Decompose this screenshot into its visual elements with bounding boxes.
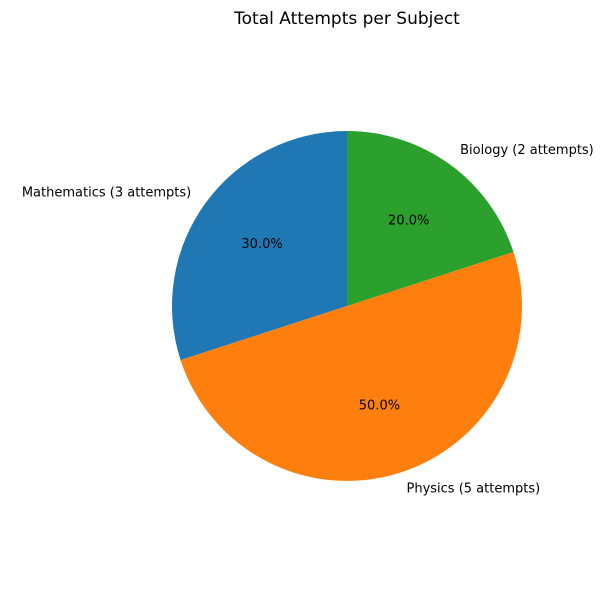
pie-labels: Mathematics (3 attempts) 30.0% Physics (5 … [22,143,594,497]
pie-slices [171,131,522,481]
pie-slice-0 [171,131,347,361]
slice-label-2: Biology (2 attempts) [460,143,594,158]
slice-percent-0: 30.0% [241,237,282,252]
pie-slice-2 [347,131,514,306]
chart-title: Total Attempts per Subject [233,9,460,29]
slice-label-1: Physics (5 attempts) [406,482,540,497]
slice-percent-1: 50.0% [359,398,400,413]
slice-label-0: Mathematics (3 attempts) [22,185,191,200]
slice-percent-2: 20.0% [388,214,429,229]
pie-slice-1 [180,251,522,481]
